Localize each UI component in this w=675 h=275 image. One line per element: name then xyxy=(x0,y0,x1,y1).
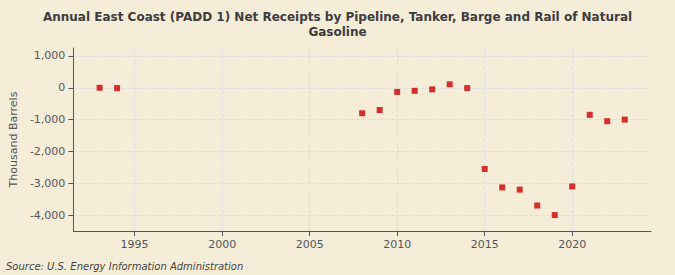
svg-text:1995: 1995 xyxy=(121,238,149,251)
svg-text:-3,000: -3,000 xyxy=(30,177,65,190)
svg-text:Source: U.S. Energy Informatio: Source: U.S. Energy Information Administ… xyxy=(6,261,243,272)
svg-text:0: 0 xyxy=(58,81,65,94)
svg-text:2020: 2020 xyxy=(558,238,586,251)
svg-text:Gasoline: Gasoline xyxy=(308,25,366,39)
svg-text:Annual East Coast (PADD 1) Net: Annual East Coast (PADD 1) Net Receipts … xyxy=(43,10,632,24)
svg-text:-2,000: -2,000 xyxy=(30,145,65,158)
svg-text:2005: 2005 xyxy=(296,238,324,251)
svg-text:-4,000: -4,000 xyxy=(30,209,65,222)
svg-text:Thousand Barrels: Thousand Barrels xyxy=(7,91,20,188)
svg-text:-1,000: -1,000 xyxy=(30,113,65,126)
svg-text:2000: 2000 xyxy=(208,238,236,251)
svg-text:1,000: 1,000 xyxy=(34,49,66,62)
svg-text:2010: 2010 xyxy=(383,238,411,251)
svg-text:2015: 2015 xyxy=(471,238,499,251)
